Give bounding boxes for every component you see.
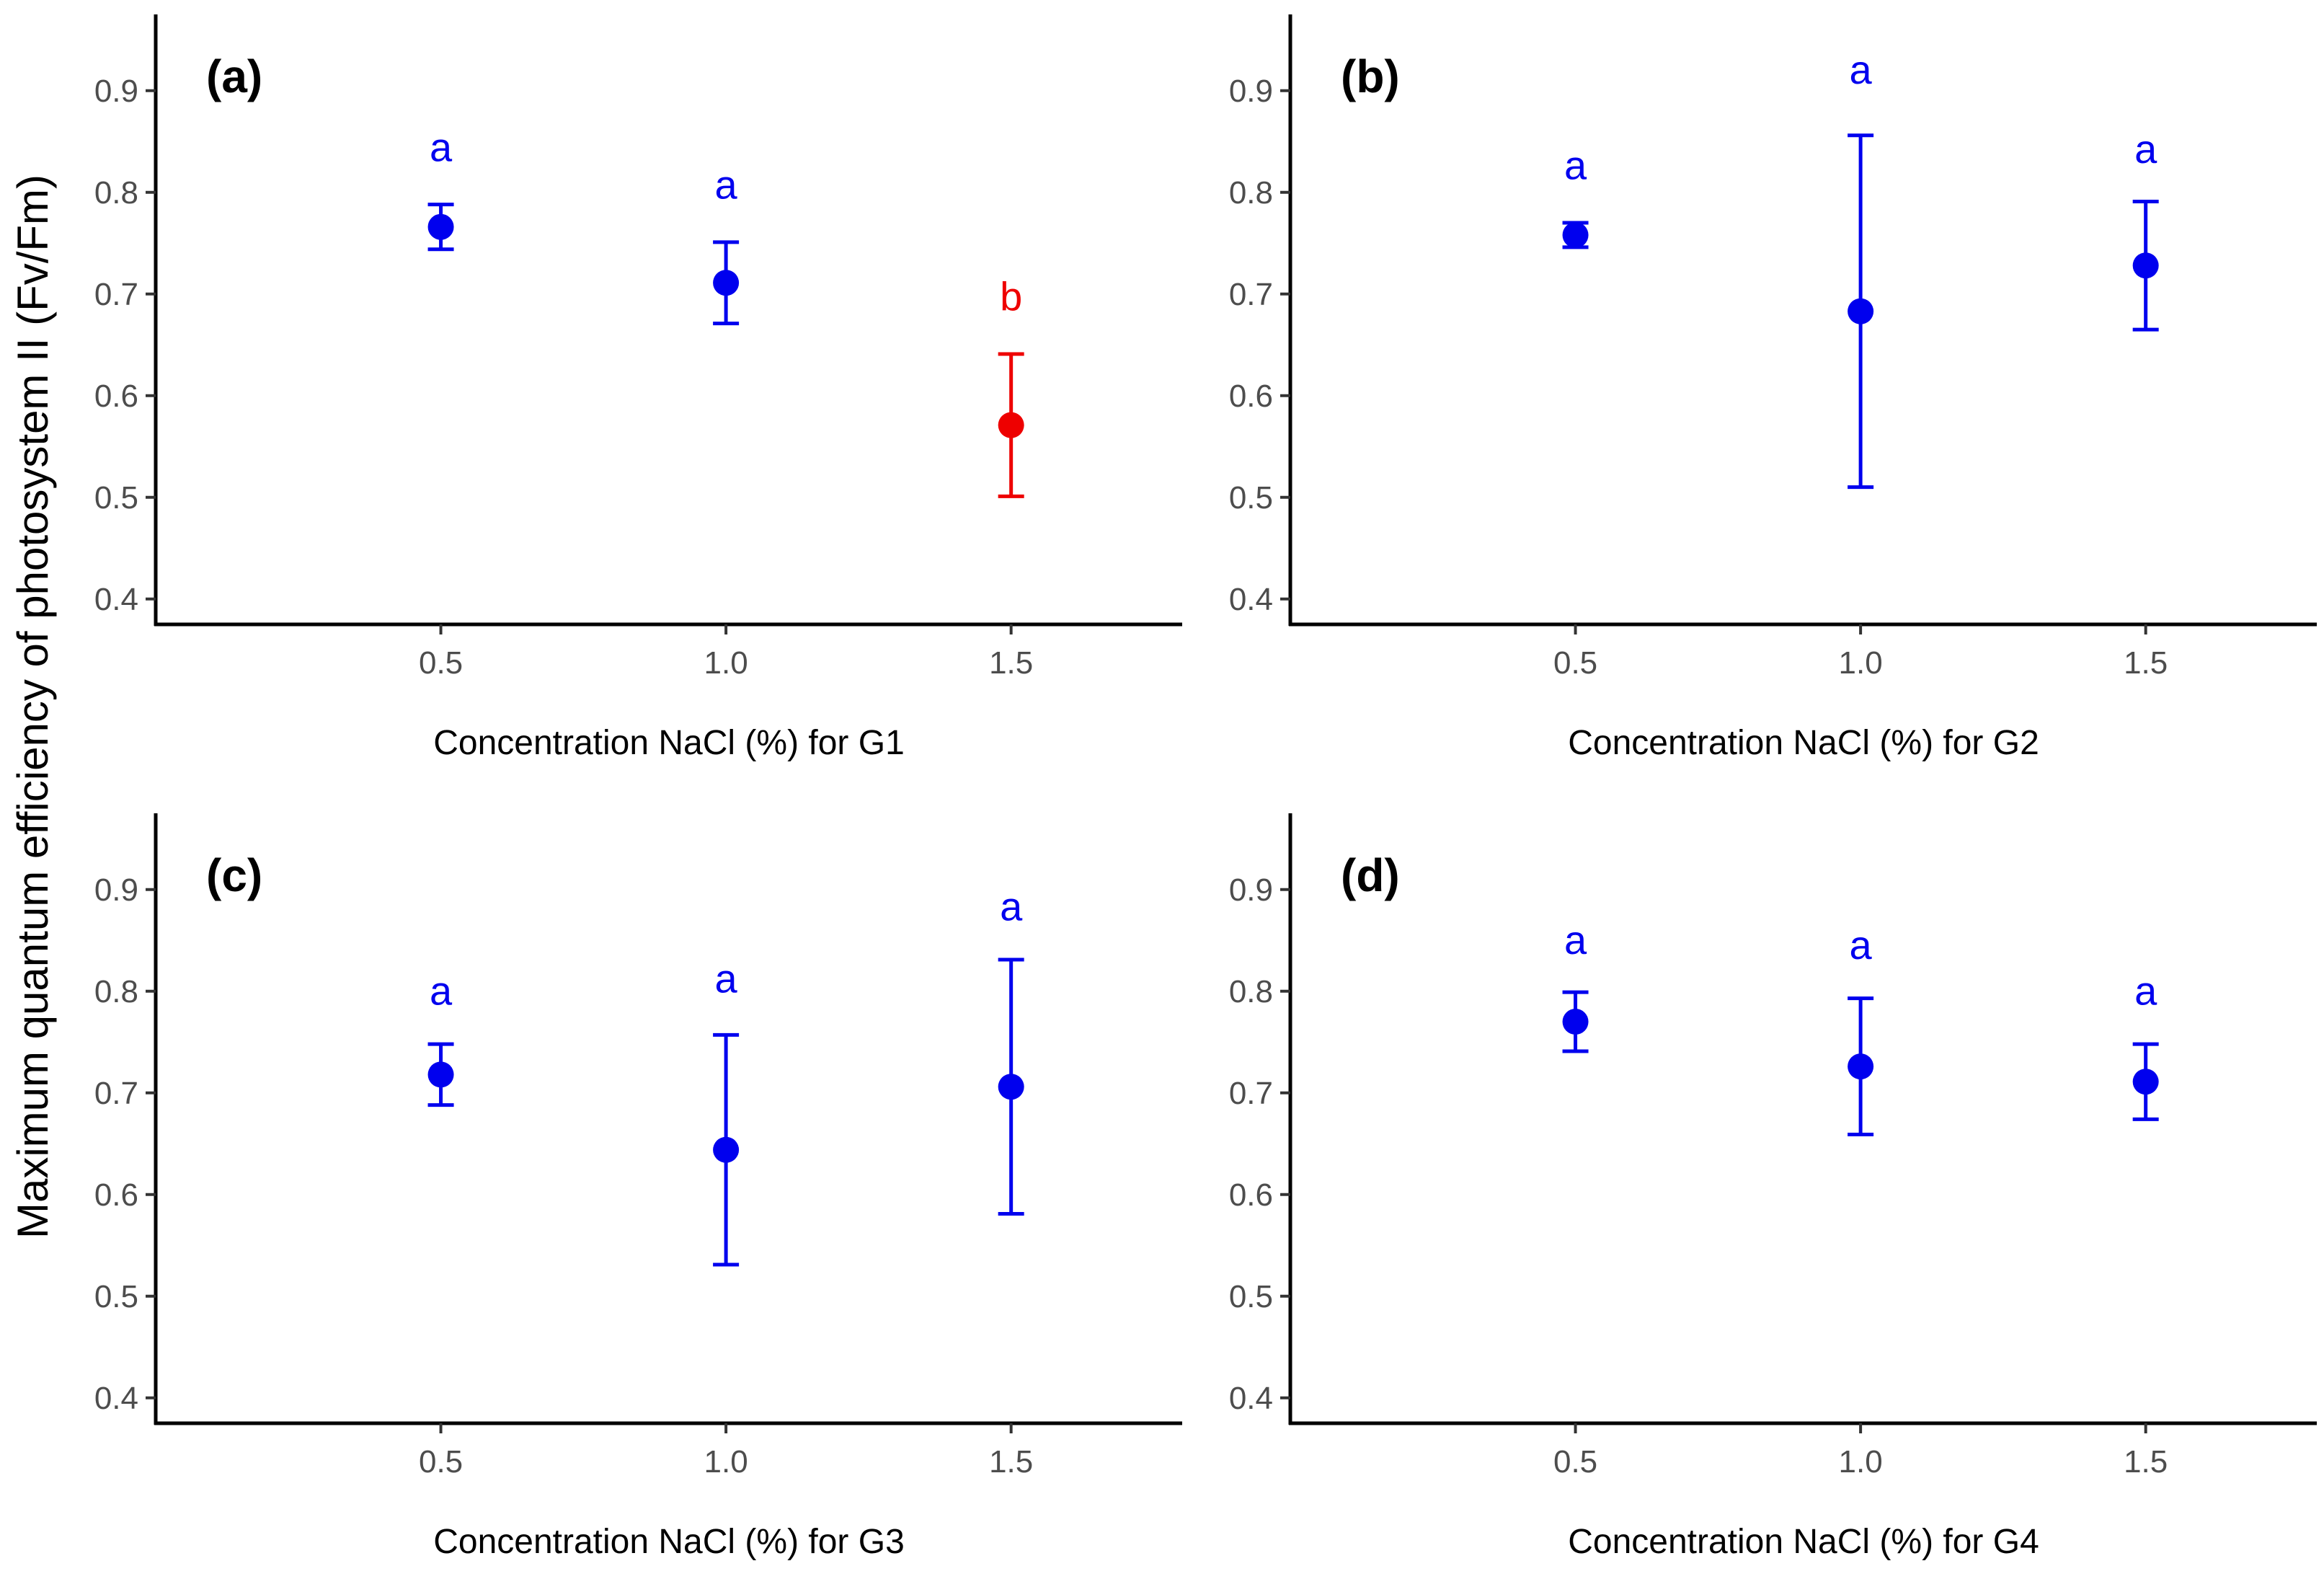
y-tick-label: 0.5 <box>94 1279 138 1314</box>
data-point-group: a <box>1848 47 1874 490</box>
x-tick-label: 1.0 <box>1839 1444 1883 1480</box>
significance-letter: b <box>1000 274 1022 319</box>
x-tick-label: 0.5 <box>419 1444 463 1480</box>
data-point-group: a <box>713 162 740 326</box>
data-point-group: a <box>427 124 454 252</box>
y-tick-label: 0.7 <box>1229 1076 1273 1111</box>
panel-label: (a) <box>206 50 262 102</box>
x-tick-label: 1.5 <box>989 1444 1033 1480</box>
panel-1: 0.4 0.5 0.6 0.7 0.8 0.9 0.5 1.0 1.5 Concentration… <box>94 14 1182 762</box>
data-point <box>998 412 1024 438</box>
y-tick-label: 0.4 <box>94 582 138 617</box>
panel-4: 0.4 0.5 0.6 0.7 0.8 0.9 0.5 1.0 1.5 Concentration… <box>1229 813 2317 1561</box>
panel-3: 0.4 0.5 0.6 0.7 0.8 0.9 0.5 1.0 1.5 Concentration… <box>94 813 1182 1561</box>
x-axis-title: Concentration NaCl (%) for G1 <box>433 724 905 762</box>
data-point-group: a <box>2132 126 2159 332</box>
data-point <box>1848 298 1874 324</box>
significance-letter: a <box>715 955 738 1001</box>
y-tick-label: 0.4 <box>94 1381 138 1416</box>
data-point <box>1562 221 1589 248</box>
y-tick-label: 0.9 <box>1229 872 1273 908</box>
significance-letter: a <box>2134 968 2157 1013</box>
panels: 0.4 0.5 0.6 0.7 0.8 0.9 0.5 1.0 1.5 Concentration… <box>94 14 2317 1561</box>
data-point <box>1848 1053 1874 1080</box>
y-tick-label: 0.7 <box>94 277 138 312</box>
y-tick-label: 0.6 <box>94 379 138 414</box>
x-tick-label: 1.0 <box>1839 645 1883 681</box>
panel-label: (d) <box>1341 849 1400 901</box>
significance-letter: a <box>1564 143 1587 188</box>
x-tick-label: 1.5 <box>2124 645 2168 681</box>
data-point <box>1562 1009 1589 1035</box>
y-tick-label: 0.9 <box>1229 74 1273 109</box>
data-point-group: a <box>2132 968 2159 1121</box>
x-axis-title: Concentration NaCl (%) for G3 <box>433 1523 905 1561</box>
y-tick-label: 0.6 <box>94 1177 138 1213</box>
data-point <box>427 213 454 240</box>
y-tick-label: 0.6 <box>1229 1177 1273 1213</box>
y-tick-label: 0.6 <box>1229 379 1273 414</box>
x-tick-label: 1.5 <box>989 645 1033 681</box>
data-point <box>998 1074 1024 1100</box>
significance-letter: a <box>430 124 453 169</box>
significance-letter: a <box>1564 917 1587 963</box>
x-tick-label: 0.5 <box>419 645 463 681</box>
y-tick-label: 0.8 <box>94 974 138 1009</box>
y-tick-label: 0.4 <box>1229 582 1273 617</box>
y-tick-label: 0.8 <box>1229 175 1273 211</box>
significance-letter: a <box>430 968 453 1013</box>
y-tick-label: 0.7 <box>1229 277 1273 312</box>
y-tick-label: 0.4 <box>1229 1381 1273 1416</box>
data-point-group: a <box>427 968 454 1107</box>
panel-label: (c) <box>206 849 262 901</box>
x-tick-label: 1.0 <box>704 645 748 681</box>
y-tick-label: 0.9 <box>94 872 138 908</box>
x-axis-title: Concentration NaCl (%) for G4 <box>1568 1523 2039 1561</box>
x-tick-label: 0.5 <box>1553 645 1597 681</box>
y-axis-title: Maximum quantum efficiency of photosyste… <box>9 174 57 1239</box>
data-point-group: a <box>1848 922 1874 1137</box>
data-point-group: a <box>1562 143 1589 249</box>
y-tick-label: 0.8 <box>94 175 138 211</box>
significance-letter: a <box>1850 47 1873 92</box>
x-tick-label: 1.0 <box>704 1444 748 1480</box>
data-point-group: a <box>713 955 740 1267</box>
data-point <box>713 270 740 296</box>
data-point-group: a <box>998 883 1024 1216</box>
panel-2: 0.4 0.5 0.6 0.7 0.8 0.9 0.5 1.0 1.5 Concentration… <box>1229 14 2317 762</box>
significance-letter: a <box>715 162 738 207</box>
y-tick-label: 0.9 <box>94 74 138 109</box>
x-axis-title: Concentration NaCl (%) for G2 <box>1568 724 2039 762</box>
significance-letter: a <box>1850 922 1873 968</box>
significance-letter: a <box>1000 883 1023 929</box>
data-point <box>2132 1069 2159 1095</box>
x-tick-label: 1.5 <box>2124 1444 2168 1480</box>
panel-label: (b) <box>1341 50 1400 102</box>
y-tick-label: 0.5 <box>1229 480 1273 516</box>
y-tick-label: 0.5 <box>1229 1279 1273 1314</box>
y-tick-label: 0.5 <box>94 480 138 516</box>
significance-letter: a <box>2134 126 2157 172</box>
data-point <box>427 1061 454 1088</box>
y-tick-label: 0.8 <box>1229 974 1273 1009</box>
data-point-group: b <box>998 274 1024 498</box>
data-point <box>713 1136 740 1163</box>
x-tick-label: 0.5 <box>1553 1444 1597 1480</box>
data-point-group: a <box>1562 917 1589 1053</box>
y-tick-label: 0.7 <box>94 1076 138 1111</box>
data-point <box>2132 252 2159 279</box>
